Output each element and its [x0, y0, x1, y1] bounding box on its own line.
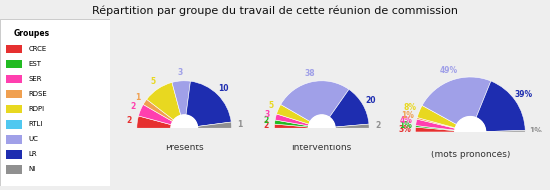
FancyBboxPatch shape: [0, 19, 110, 186]
Text: CRCE: CRCE: [29, 46, 47, 52]
Bar: [388, 132, 550, 190]
Wedge shape: [280, 81, 349, 122]
Text: Répartition par groupe du travail de cette réunion de commission: Répartition par groupe du travail de cet…: [92, 6, 458, 16]
Text: 8%: 8%: [404, 103, 416, 112]
Wedge shape: [335, 124, 369, 128]
Bar: [6, 150, 22, 159]
Text: 1%: 1%: [529, 127, 542, 135]
Text: 3%: 3%: [399, 125, 412, 134]
Text: 1%: 1%: [401, 111, 414, 120]
Text: 3: 3: [178, 68, 183, 77]
Text: 5: 5: [268, 101, 273, 110]
Wedge shape: [486, 130, 525, 132]
Bar: [6, 105, 22, 113]
Wedge shape: [329, 89, 369, 127]
Bar: [6, 60, 22, 68]
Text: 1%: 1%: [399, 121, 412, 130]
Bar: [6, 45, 22, 53]
Wedge shape: [476, 81, 525, 131]
Text: 4%: 4%: [400, 116, 413, 125]
Wedge shape: [139, 105, 173, 125]
Text: 20: 20: [365, 96, 376, 105]
Text: UC: UC: [29, 136, 38, 142]
Wedge shape: [422, 77, 491, 125]
Text: 3: 3: [265, 110, 270, 119]
Title: Temps de parole
(mots prononcés): Temps de parole (mots prononcés): [431, 139, 510, 159]
Text: EST: EST: [29, 61, 42, 67]
Text: 2: 2: [263, 121, 268, 130]
Text: 10: 10: [218, 84, 229, 93]
Bar: [113, 128, 255, 190]
Wedge shape: [137, 116, 172, 128]
Text: 2: 2: [375, 121, 380, 130]
Wedge shape: [172, 81, 190, 115]
Wedge shape: [147, 82, 181, 120]
Bar: [6, 90, 22, 98]
Wedge shape: [197, 122, 232, 128]
Text: NI: NI: [29, 166, 36, 173]
Circle shape: [171, 115, 197, 142]
Circle shape: [455, 117, 486, 147]
Wedge shape: [417, 117, 455, 128]
Text: 1: 1: [135, 93, 140, 102]
Bar: [6, 135, 22, 144]
Text: RTLI: RTLI: [29, 121, 43, 127]
Text: 2: 2: [130, 102, 135, 111]
Text: RDSE: RDSE: [29, 91, 47, 97]
Wedge shape: [143, 99, 174, 122]
Wedge shape: [186, 81, 231, 127]
Title: Présents: Présents: [165, 143, 204, 152]
Text: SER: SER: [29, 76, 42, 82]
Text: 2: 2: [126, 116, 131, 125]
Bar: [6, 75, 22, 83]
Bar: [6, 120, 22, 128]
Wedge shape: [415, 127, 455, 132]
Wedge shape: [277, 105, 310, 124]
Wedge shape: [275, 114, 309, 126]
Text: RDPI: RDPI: [29, 106, 45, 112]
Wedge shape: [417, 105, 456, 128]
Text: 2: 2: [263, 116, 269, 125]
Bar: [251, 128, 393, 190]
Text: LR: LR: [29, 151, 37, 158]
Circle shape: [309, 115, 335, 142]
Wedge shape: [274, 120, 309, 127]
Wedge shape: [274, 124, 309, 128]
Text: 49%: 49%: [439, 66, 458, 75]
Title: Interventions: Interventions: [292, 143, 352, 152]
Text: 5: 5: [151, 77, 156, 86]
Bar: [6, 165, 22, 174]
Wedge shape: [415, 125, 455, 131]
Text: Groupes: Groupes: [13, 29, 50, 38]
Text: 39%: 39%: [514, 90, 532, 99]
Wedge shape: [416, 119, 455, 130]
Text: 1: 1: [238, 120, 243, 129]
Text: 38: 38: [304, 69, 315, 78]
